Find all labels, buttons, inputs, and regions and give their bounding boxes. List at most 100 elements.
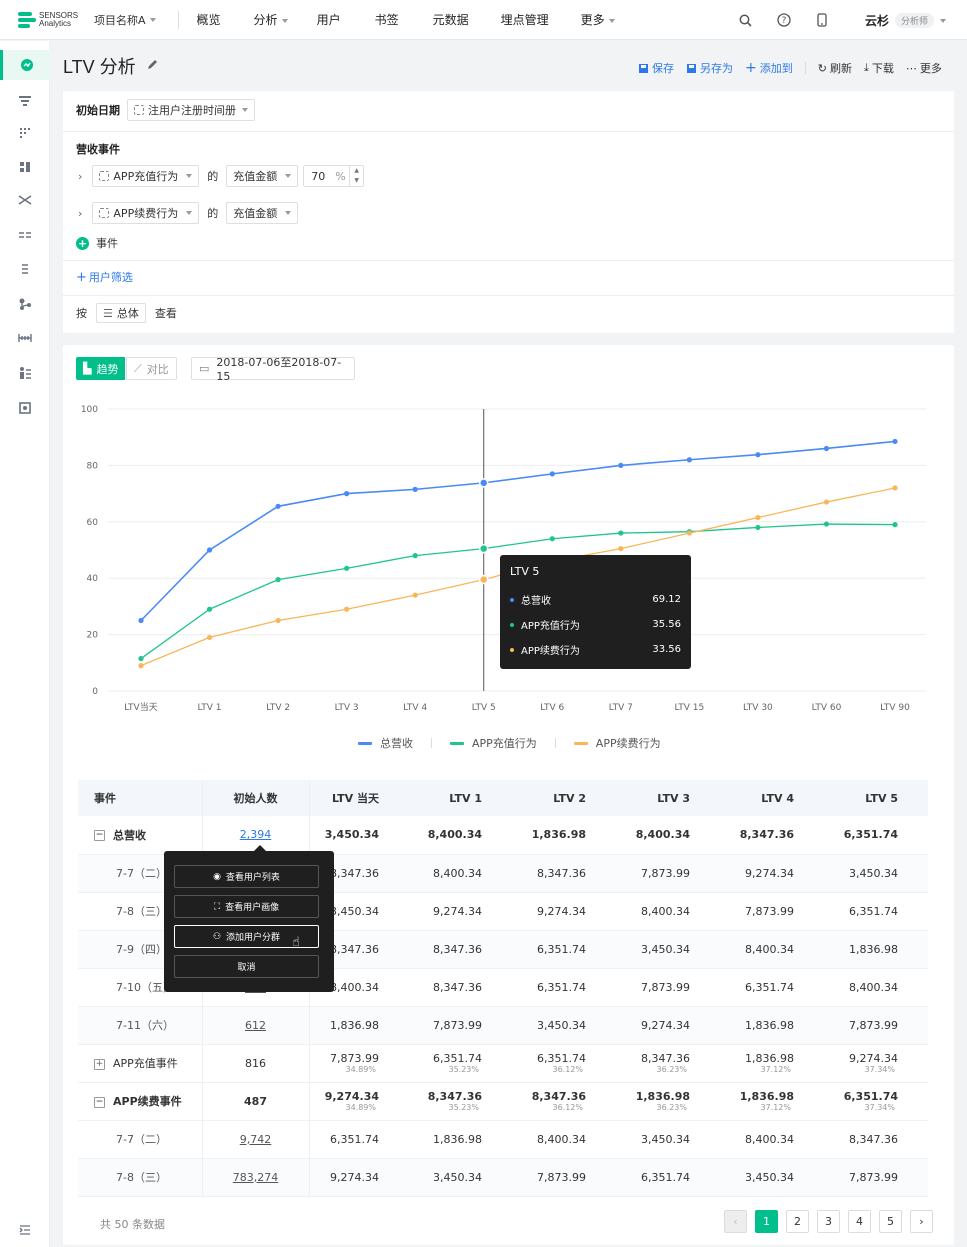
nav-tracking[interactable]: 埋点管理 <box>500 13 549 27</box>
count-link[interactable]: 9,742 <box>239 1132 272 1146</box>
sidebar-item-distribution[interactable] <box>16 158 34 176</box>
view-user-profile-button[interactable]: ⛶ 查看用户画像 <box>174 895 319 918</box>
nav-users[interactable]: 用户 <box>316 13 341 27</box>
legend-item-total[interactable]: 总营收 <box>358 735 413 751</box>
metric-select-2[interactable]: 充值金额 <box>226 202 299 224</box>
page-1-button[interactable]: 1 <box>755 1210 778 1233</box>
start-date-select[interactable]: 注用户注册时间册 <box>127 99 255 121</box>
data-point <box>618 545 624 552</box>
row-percent: 37.12% <box>760 1064 791 1074</box>
view-user-list-button[interactable]: ◉ 查看用户列表 <box>174 865 319 888</box>
ltv-line-chart[interactable]: 0 20 40 60 80 100 LTV当天 LTV 1 LTV 2 LTV 3 LTV 4 LTV… <box>78 395 938 725</box>
chevron-right-icon[interactable]: › <box>78 206 83 220</box>
count-action-popup: ◉ 查看用户列表 ⛶ 查看用户画像 ⚇ 添加用户分群 取消 <box>164 851 334 992</box>
event-select-2[interactable]: APP续费行为 <box>92 202 200 224</box>
download-button[interactable]: ⤓ 下载 <box>863 61 894 75</box>
row-count: 9,742 <box>201 1120 310 1159</box>
help-icon[interactable]: ? <box>776 12 792 28</box>
sidebar-item-path[interactable] <box>16 191 34 209</box>
page-5-button[interactable]: 5 <box>879 1210 902 1233</box>
project-selector[interactable]: 项目名称A <box>94 12 156 28</box>
nav-metadata[interactable]: 元数据 <box>432 13 469 27</box>
group-icon: ⚇ <box>212 931 222 942</box>
legend-item-recharge[interactable]: APP充值行为 <box>450 735 537 751</box>
chart-legend: 总营收 APP充值行为 APP续费行为 <box>358 735 679 751</box>
event-select-1[interactable]: APP充值行为 <box>92 165 200 187</box>
next-page-button[interactable]: › <box>910 1210 933 1233</box>
prev-page-button[interactable]: ‹ <box>724 1210 747 1233</box>
pencil-icon[interactable] <box>146 59 158 74</box>
refresh-button[interactable]: ↻ 刷新 <box>817 61 852 76</box>
row-percent: 36.23% <box>656 1102 687 1112</box>
save-as-button[interactable]: 另存为 <box>686 60 733 76</box>
collapse-icon[interactable]: − <box>94 830 105 842</box>
legend-item-renewal[interactable]: APP续费行为 <box>573 735 661 751</box>
count-link[interactable]: 2,394 <box>239 828 272 842</box>
profile-icon: ⛶ <box>213 901 221 912</box>
session-icon <box>18 334 32 342</box>
dashed-box-icon <box>99 208 110 218</box>
table-row: − 总营收 2,394 3,450.34 8,400.34 1,836.98 8,400.3… <box>78 816 928 855</box>
eye-icon: ◉ <box>213 871 221 882</box>
more-button[interactable]: ⋯ 更多 <box>905 61 942 76</box>
add-to-button[interactable]: + 添加到 <box>745 60 793 76</box>
user-menu[interactable]: 云杉 分析师 <box>865 12 947 29</box>
dashed-box-icon <box>99 171 110 181</box>
row-value: 6,351.74 <box>512 930 616 969</box>
data-point <box>755 452 761 458</box>
sidebar-item-user-path[interactable] <box>16 295 34 313</box>
cancel-button[interactable]: 取消 <box>174 955 319 978</box>
add-user-segment-button[interactable]: ⚇ 添加用户分群 <box>174 925 319 948</box>
add-event-button[interactable]: + 事件 <box>76 236 118 250</box>
nav-overview[interactable]: 概览 <box>196 13 221 27</box>
nav-bookmarks[interactable]: 书签 <box>374 13 399 27</box>
page-3-button[interactable]: 3 <box>817 1210 840 1233</box>
sidebar-item-attribution[interactable] <box>16 260 34 278</box>
compare-tab[interactable]: ⟋ 对比 <box>126 357 177 380</box>
download-icon: ⤓ <box>863 61 869 74</box>
sidebar-collapse-button[interactable] <box>16 1221 34 1239</box>
sidebar-item-funnel[interactable] <box>16 92 34 110</box>
count-link[interactable]: 783,274 <box>232 1170 279 1184</box>
nav-analysis[interactable]: 分析 <box>254 11 288 28</box>
sidebar-item-interval[interactable] <box>16 226 34 244</box>
row-value: 9,274.34 <box>309 1158 409 1197</box>
row-value: 7,873.99 <box>616 854 720 893</box>
nav-more[interactable]: 更多 <box>581 11 615 28</box>
series-line <box>140 523 896 660</box>
count-link[interactable]: 612 <box>245 1018 266 1032</box>
y-tick-label: 60 <box>87 518 99 528</box>
search-icon[interactable] <box>737 12 753 28</box>
table-row: 7-11（六） 612 1,836.98 7,873.99 3,450.34 9,274.… <box>78 1006 928 1045</box>
stepper-icon[interactable]: ▲ ▼ <box>349 166 363 186</box>
save-as-icon <box>687 63 696 73</box>
mobile-icon[interactable] <box>814 12 830 28</box>
row-value: 7,873.99 34.89% <box>309 1044 409 1083</box>
percent-input[interactable]: 70% ▲ ▼ <box>303 165 365 187</box>
brand-logo[interactable]: SENSORS Analytics <box>18 10 80 30</box>
sidebar-item-session[interactable] <box>16 329 34 347</box>
x-tick-label: LTV 30 <box>743 703 773 713</box>
sidebar-item-user-attributes[interactable] <box>16 364 34 382</box>
row-value: 7,873.99 <box>616 968 720 1007</box>
trend-tab[interactable]: ▙ 趋势 <box>76 357 126 380</box>
sidebar-item-custom[interactable] <box>16 399 34 417</box>
sidebar-item-ltv[interactable] <box>0 50 50 80</box>
save-button[interactable]: 保存 <box>638 60 674 76</box>
expand-icon[interactable]: + <box>94 1058 105 1070</box>
user-filter-button[interactable]: + 用户筛选 <box>76 269 133 285</box>
row-value: 7,873.99 <box>720 892 824 931</box>
date-range-picker[interactable]: ▭ 2018-07-06至2018-07-15 <box>191 356 355 383</box>
attribution-icon <box>22 264 28 274</box>
row-value: 8,347.36 <box>409 930 512 969</box>
group-by-select[interactable]: ☰ 总体 <box>96 303 146 323</box>
plus-icon: + <box>745 60 757 76</box>
metric-select-1[interactable]: 充值金额 <box>226 165 299 187</box>
page-4-button[interactable]: 4 <box>848 1210 871 1233</box>
chevron-right-icon[interactable]: › <box>78 169 83 183</box>
sidebar-item-retention[interactable] <box>16 124 34 142</box>
page-2-button[interactable]: 2 <box>786 1210 809 1233</box>
collapse-icon[interactable]: − <box>94 1096 105 1108</box>
data-point <box>478 478 489 488</box>
data-point <box>412 592 418 598</box>
